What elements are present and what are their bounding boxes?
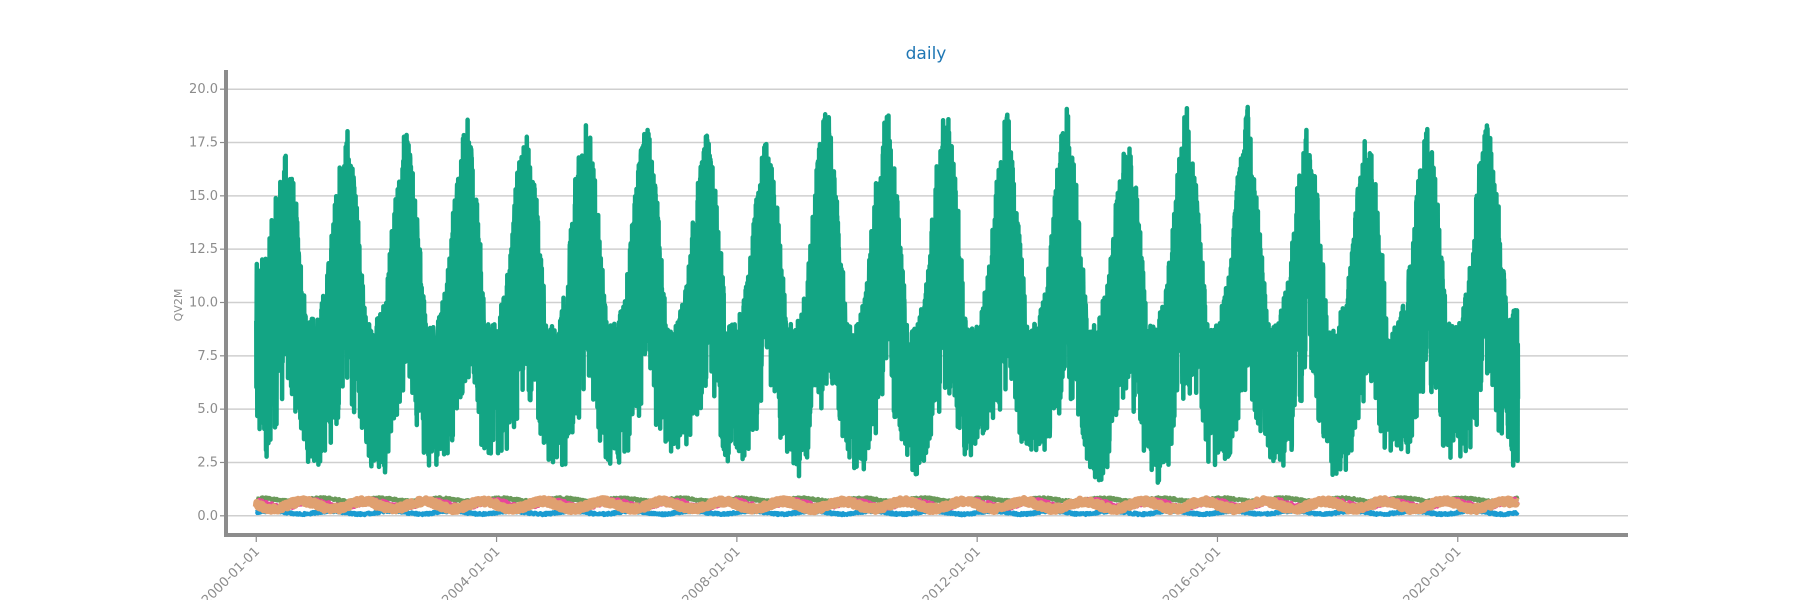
- x-tick-label: 2000-01-01: [199, 544, 263, 600]
- y-tick-label: 7.5: [197, 349, 218, 364]
- x-tick-label: 2020-01-01: [1401, 544, 1465, 600]
- x-tick-label: 2004-01-01: [439, 544, 503, 600]
- y-tick-label: 17.5: [189, 136, 218, 151]
- x-tick-label: 2016-01-01: [1160, 544, 1224, 600]
- x-tick-label: 2008-01-01: [680, 544, 744, 600]
- series-line-main: [254, 104, 1521, 485]
- y-tick-label: 15.0: [189, 189, 218, 204]
- y-tick-label: 20.0: [189, 82, 218, 97]
- y-tick-label: 2.5: [197, 455, 218, 470]
- chart-title: daily: [906, 44, 947, 64]
- y-tick-label: 10.0: [189, 296, 218, 311]
- y-axis-label: QV2M: [172, 289, 185, 322]
- series-layer: [252, 104, 1521, 518]
- x-tick-label: 2012-01-01: [920, 544, 984, 600]
- y-tick-label: 5.0: [197, 402, 218, 417]
- y-tick-label: 0.0: [197, 509, 218, 524]
- series-line-5: [252, 495, 1521, 516]
- series-line-2: [254, 507, 1520, 518]
- axis-layer: [224, 70, 1628, 537]
- y-tick-label: 12.5: [189, 242, 218, 257]
